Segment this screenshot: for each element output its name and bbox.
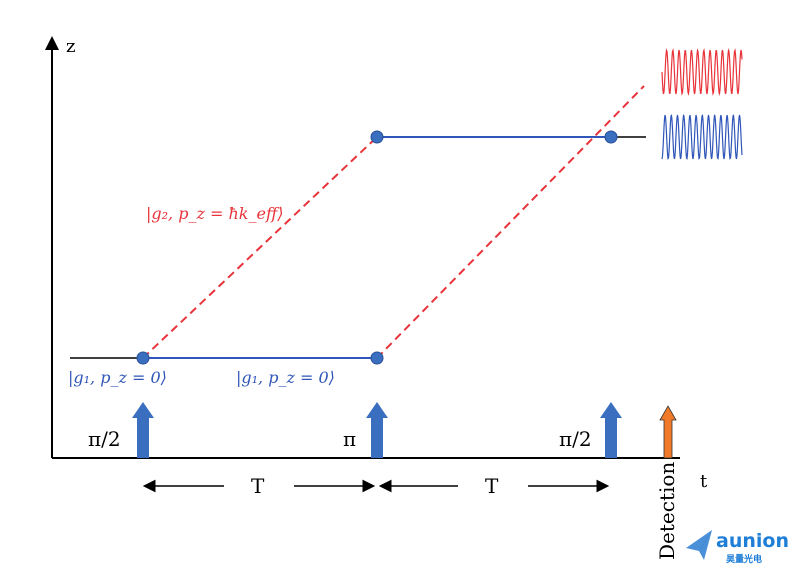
output-wave-blue bbox=[661, 114, 743, 160]
detection-label: Detection bbox=[655, 462, 679, 560]
pulse-3-arrow bbox=[600, 402, 622, 458]
interval-first: T bbox=[142, 474, 376, 498]
excited-path-second bbox=[376, 85, 645, 359]
interval-second-label: T bbox=[485, 474, 499, 498]
logo-name: aunion bbox=[716, 530, 789, 552]
aunion-logo: aunion 昊量光电 bbox=[686, 530, 789, 565]
pulse-2: π bbox=[343, 402, 388, 458]
pulse-1: π/2 bbox=[88, 402, 154, 458]
paper-plane-icon bbox=[686, 530, 712, 560]
interval-second: T bbox=[378, 474, 610, 498]
logo-subtitle: 昊量光电 bbox=[726, 553, 762, 565]
z-axis-label: z bbox=[66, 36, 75, 57]
pulse-1-arrow bbox=[132, 402, 154, 458]
pulse-3-label: π/2 bbox=[559, 427, 592, 451]
pulse-2-label: π bbox=[343, 427, 356, 451]
output-wave-red bbox=[661, 48, 743, 96]
node-start bbox=[136, 351, 150, 365]
node-mid-lower bbox=[370, 351, 384, 365]
z-axis-arrowhead bbox=[45, 36, 59, 50]
node-mid-upper bbox=[370, 130, 384, 144]
state-label-ground-left: |g₁, p_z = 0⟩ bbox=[68, 368, 167, 387]
state-label-excited: |g₂, p_z = ħk_eff⟩ bbox=[146, 204, 284, 223]
detection-arrow bbox=[659, 405, 677, 459]
pulse-1-label: π/2 bbox=[88, 427, 121, 451]
pulse-3: π/2 bbox=[559, 402, 622, 458]
node-end bbox=[604, 130, 618, 144]
interval-first-label: T bbox=[251, 474, 265, 498]
state-label-ground-mid: |g₁, p_z = 0⟩ bbox=[236, 368, 335, 387]
t-axis-label: t bbox=[700, 471, 708, 492]
pulse-2-arrow bbox=[366, 402, 388, 458]
excited-path-first bbox=[142, 136, 378, 359]
